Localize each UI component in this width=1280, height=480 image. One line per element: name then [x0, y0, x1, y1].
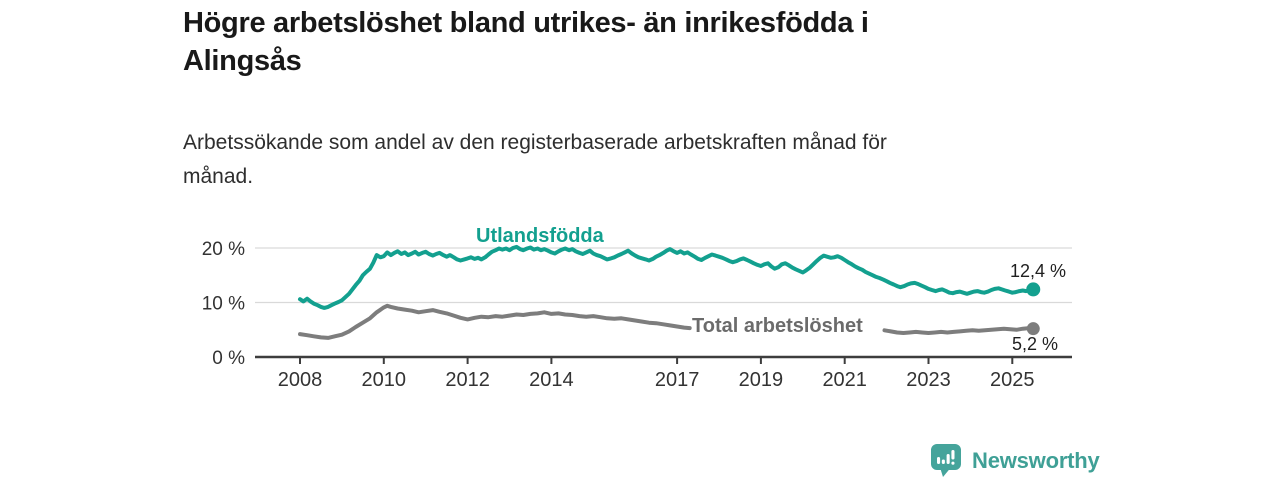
y-tick-label: 20 %	[202, 239, 245, 260]
y-tick-label: 10 %	[202, 294, 245, 315]
x-tick-label: 2010	[362, 369, 407, 391]
end-value-label-total: 5,2 %	[1011, 334, 1058, 354]
series-line-0	[298, 244, 1036, 310]
series-line-1	[298, 303, 692, 340]
series-label-utlandsfodda: Utlandsfödda	[476, 225, 604, 247]
series-end-dot-1	[1026, 322, 1040, 336]
chart-subtitle: Arbetssökande som andel av den registerb…	[183, 131, 887, 188]
x-tick-label: 2014	[529, 369, 574, 391]
newsworthy-logo-icon	[931, 444, 961, 477]
x-tick-label: 2017	[655, 369, 700, 391]
x-tick-label: 2025	[990, 369, 1035, 391]
series-end-dot-0	[1026, 282, 1041, 297]
line-chart: 0 % 10 % 20 % 2008 2010 2012 2014 2017 2019 2021 2…	[202, 239, 1072, 391]
x-tick-label: 2021	[822, 369, 867, 391]
newsworthy-logo[interactable]: Newsworthy	[930, 443, 1100, 478]
x-tick-label: 2012	[445, 369, 490, 391]
newsworthy-wordmark: Newsworthy	[972, 447, 1100, 473]
y-tick-label: 0 %	[212, 348, 245, 369]
x-tick-label: 2023	[906, 369, 951, 391]
chart-title: Högre arbetslöshet bland utrikes- än inr…	[183, 7, 869, 77]
x-tick-label: 2008	[278, 369, 323, 391]
x-tick-label: 2019	[739, 369, 784, 391]
series-label-total-arbetsloshet: Total arbetslöshet	[692, 315, 863, 337]
end-value-label-utlandsfodda: 12,4 %	[1009, 261, 1066, 281]
series-line-1	[882, 326, 1036, 335]
